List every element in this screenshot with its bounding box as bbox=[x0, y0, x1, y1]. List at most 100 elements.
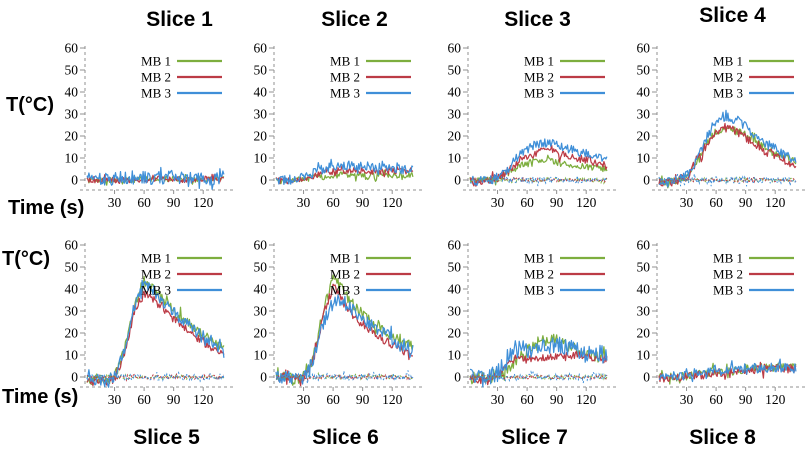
legend-label: MB 3 bbox=[330, 86, 360, 101]
series-line-mb3 bbox=[469, 336, 608, 388]
legend-label: MB 1 bbox=[330, 54, 360, 69]
x-tick-label: 60 bbox=[520, 392, 534, 407]
series-line-mb2 bbox=[469, 144, 608, 187]
y-tick-label: 50 bbox=[65, 260, 79, 275]
chart-slice-8: Slice 8 0 10 20 30 40 50 60 30 60 90 120 MB 1 MB 2 MB… bbox=[619, 230, 807, 472]
legend-label: MB 3 bbox=[524, 86, 554, 101]
x-tick-label: 30 bbox=[297, 195, 311, 210]
y-tick-label: 50 bbox=[637, 63, 651, 78]
legend-label: MB 2 bbox=[330, 70, 360, 85]
y-tick-label: 40 bbox=[254, 85, 268, 100]
x-tick-label: 90 bbox=[356, 195, 370, 210]
legend-label: MB 1 bbox=[713, 251, 743, 266]
x-tick-label: 120 bbox=[765, 392, 786, 407]
legend-label: MB 3 bbox=[524, 283, 554, 298]
chart-slice-4: Slice 4 0 10 20 30 40 50 60 30 60 90 120 MB 1 MB 2 MB… bbox=[619, 0, 807, 230]
y-tick-label: 10 bbox=[448, 348, 462, 363]
x-axis-label-row2: Time (s) bbox=[2, 386, 79, 408]
y-tick-label: 10 bbox=[254, 151, 268, 166]
y-tick-label: 30 bbox=[65, 107, 79, 122]
slice-2-plot: 0 10 20 30 40 50 60 30 60 90 120 MB 1MB 2MB 3 bbox=[254, 41, 422, 210]
y-tick-label: 40 bbox=[637, 282, 651, 297]
legend-label: MB 3 bbox=[141, 86, 171, 101]
chart-slice-3: Slice 3 0 10 20 30 40 50 60 30 60 90 120 MB 1 MB 2 MB… bbox=[430, 0, 625, 230]
chart-title: Slice 5 bbox=[133, 426, 200, 449]
y-tick-label: 60 bbox=[448, 41, 462, 56]
chart-slice-5: Slice 5 0 10 20 30 40 50 60 30 60 90 120 MB 1 MB 2 MB… bbox=[47, 230, 242, 472]
y-tick-label: 0 bbox=[643, 173, 650, 188]
y-tick-label: 10 bbox=[65, 151, 79, 166]
y-axis-label-row2: T(°C) bbox=[2, 248, 50, 270]
legend-label: MB 2 bbox=[524, 267, 554, 282]
y-tick-label: 0 bbox=[71, 173, 78, 188]
x-tick-label: 30 bbox=[680, 195, 694, 210]
y-tick-label: 30 bbox=[448, 107, 462, 122]
y-tick-label: 40 bbox=[448, 85, 462, 100]
series-line-mb3 bbox=[275, 158, 414, 186]
y-tick-label: 0 bbox=[643, 370, 650, 385]
legend-label: MB 2 bbox=[141, 70, 171, 85]
legend-label: MB 2 bbox=[524, 70, 554, 85]
x-axis-label-row1: Time (s) bbox=[8, 197, 85, 219]
y-tick-label: 10 bbox=[65, 348, 79, 363]
y-tick-label: 10 bbox=[254, 348, 268, 363]
chart-title: Slice 6 bbox=[312, 426, 379, 449]
x-tick-label: 90 bbox=[167, 392, 181, 407]
baseline-trace-mb2 bbox=[86, 373, 224, 382]
y-tick-label: 10 bbox=[637, 348, 651, 363]
y-tick-label: 40 bbox=[65, 85, 79, 100]
series-line-mb1 bbox=[275, 274, 414, 386]
chart-title: Slice 1 bbox=[146, 8, 213, 31]
legend-label: MB 2 bbox=[141, 267, 171, 282]
y-tick-label: 40 bbox=[448, 282, 462, 297]
series-line-mb3 bbox=[275, 294, 414, 385]
y-tick-label: 60 bbox=[254, 238, 268, 253]
x-tick-label: 60 bbox=[326, 195, 340, 210]
x-tick-label: 90 bbox=[550, 195, 564, 210]
series-line-mb2 bbox=[86, 290, 225, 387]
legend-label: MB 3 bbox=[330, 283, 360, 298]
slice-7-plot: 0 10 20 30 40 50 60 30 60 90 120 MB 1MB 2MB 3 bbox=[448, 238, 616, 407]
x-tick-label: 60 bbox=[326, 392, 340, 407]
x-tick-label: 30 bbox=[491, 392, 505, 407]
y-tick-label: 60 bbox=[448, 238, 462, 253]
slice-1-plot: 0 10 20 30 40 50 60 30 60 90 120 MB 1MB 2MB 3 bbox=[65, 41, 233, 210]
y-tick-label: 20 bbox=[254, 129, 268, 144]
y-tick-label: 30 bbox=[65, 304, 79, 319]
y-tick-label: 50 bbox=[637, 260, 651, 275]
legend-label: MB 1 bbox=[713, 54, 743, 69]
slice-5-plot: 0 10 20 30 40 50 60 30 60 90 120 MB 1MB 2MB 3 bbox=[65, 238, 233, 407]
y-tick-label: 0 bbox=[260, 370, 267, 385]
y-tick-label: 50 bbox=[254, 260, 268, 275]
chart-title: Slice 3 bbox=[504, 8, 571, 31]
chart-title: Slice 8 bbox=[689, 426, 756, 449]
y-tick-label: 40 bbox=[637, 85, 651, 100]
x-tick-label: 120 bbox=[765, 195, 786, 210]
slice-6-plot: 0 10 20 30 40 50 60 30 60 90 120 MB 1MB 2MB 3 bbox=[254, 238, 422, 407]
y-tick-label: 50 bbox=[65, 63, 79, 78]
x-tick-label: 30 bbox=[680, 392, 694, 407]
y-tick-label: 50 bbox=[448, 63, 462, 78]
baseline-trace-mb2 bbox=[469, 373, 608, 381]
x-tick-label: 90 bbox=[739, 392, 753, 407]
series-line-mb3 bbox=[658, 358, 797, 383]
y-axis-label-row1: T(°C) bbox=[6, 94, 54, 116]
y-tick-label: 40 bbox=[65, 282, 79, 297]
y-tick-label: 60 bbox=[65, 41, 79, 56]
slice-8-plot: 0 10 20 30 40 50 60 30 60 90 120 MB 1MB 2MB 3 bbox=[637, 238, 805, 407]
y-tick-label: 20 bbox=[254, 326, 268, 341]
slice-3-plot: 0 10 20 30 40 50 60 30 60 90 120 MB 1MB 2MB 3 bbox=[448, 41, 616, 210]
legend-label: MB 3 bbox=[141, 283, 171, 298]
x-tick-label: 60 bbox=[520, 195, 534, 210]
y-tick-label: 20 bbox=[65, 129, 79, 144]
y-tick-label: 40 bbox=[254, 282, 268, 297]
y-tick-label: 30 bbox=[637, 304, 651, 319]
series-line-mb3 bbox=[86, 279, 225, 388]
x-tick-label: 120 bbox=[382, 392, 403, 407]
series-line-mb2 bbox=[275, 283, 414, 387]
y-tick-label: 60 bbox=[637, 238, 651, 253]
baseline-trace-mb3 bbox=[658, 172, 797, 187]
y-tick-label: 30 bbox=[254, 304, 268, 319]
x-tick-label: 60 bbox=[137, 195, 151, 210]
legend-label: MB 2 bbox=[713, 70, 743, 85]
